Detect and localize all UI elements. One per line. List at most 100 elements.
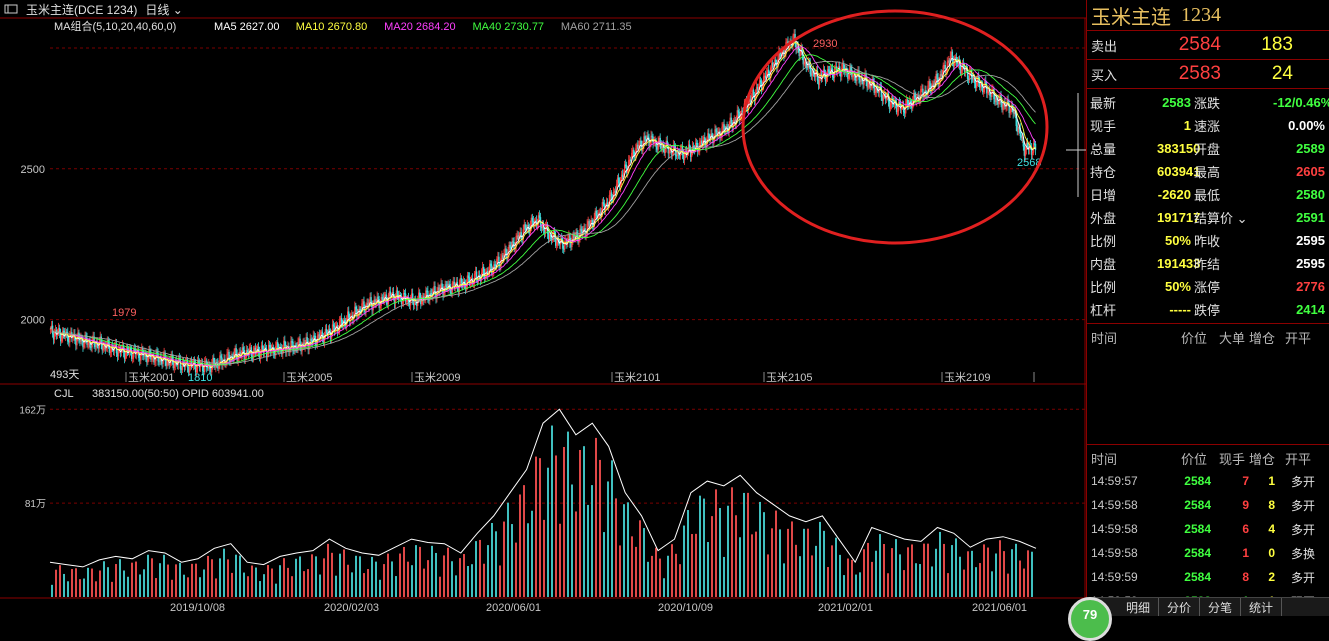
stat-value: 2776 (1296, 279, 1325, 294)
date-label: 2020/06/01 (486, 602, 541, 614)
volume-bar (223, 548, 225, 597)
trade-cell: 1 (1242, 546, 1249, 560)
volume-bar (879, 534, 881, 597)
candle-body (591, 220, 593, 225)
volume-bar (183, 574, 185, 597)
ma-label: MA组合(5,10,20,40,60,0) (54, 19, 176, 33)
volume-bar (991, 571, 993, 597)
volume-bar (911, 544, 913, 597)
volume-bar (667, 555, 669, 597)
volume-bar (715, 489, 717, 597)
volume-bar (331, 552, 333, 597)
contract-title[interactable]: 玉米主连(DCE 1234) (26, 2, 138, 17)
chevron-down-icon: ⌄ (169, 2, 183, 17)
candle-body (337, 330, 340, 332)
candle-body (602, 202, 605, 205)
chart-menu-icon[interactable] (4, 3, 18, 15)
buy-row[interactable]: 买入 2583 24 (1087, 60, 1329, 89)
candle-body (213, 357, 215, 364)
candle-body (254, 347, 257, 353)
volume-bar (603, 532, 605, 597)
price-chart[interactable]: 2500 2000 MA组合(5,10,20,40,60,0) MA5 2627.00… (0, 0, 1086, 615)
volume-bar (1027, 550, 1029, 597)
column-header: 开平 (1284, 330, 1311, 346)
candle-body (87, 342, 89, 346)
candle-body (588, 221, 590, 227)
volume-bar (391, 561, 393, 597)
volume-bar (115, 564, 117, 597)
candle-body (953, 60, 956, 67)
speed-badge[interactable]: 79 (1068, 597, 1112, 641)
volume-bar (707, 542, 709, 597)
candle-body (759, 80, 762, 83)
volume-bar (963, 569, 965, 597)
volume-bar (1023, 568, 1025, 597)
candle-body (752, 89, 755, 96)
tab-0[interactable]: 明细 (1086, 598, 1160, 616)
candle-body (58, 327, 61, 334)
volume-bar (139, 574, 141, 597)
volume-bar (523, 485, 525, 597)
candle-body (1001, 102, 1003, 110)
trade-list[interactable]: 14:59:57 2584 7 1 多开 14:59:58 2584 9 8 多开 14:59:58… (1087, 469, 1329, 613)
volume-bar (551, 425, 553, 597)
tab-2[interactable]: 分笔 (1200, 598, 1242, 616)
volume-bar (607, 481, 609, 597)
volume-bar (255, 567, 257, 597)
volume-bar (319, 574, 321, 597)
candle-body (445, 284, 447, 287)
candle-body (840, 72, 842, 77)
big-order-list[interactable] (1087, 348, 1329, 445)
candle-body (538, 215, 541, 218)
candle-body (166, 360, 168, 366)
candle-body (265, 348, 268, 357)
volume-bar (479, 539, 481, 597)
tab-3[interactable]: 统计 (1241, 598, 1283, 616)
stat-label: 杠杆 (1090, 303, 1117, 318)
contract-label: 玉米2101 (614, 371, 660, 384)
candle-body (866, 80, 868, 88)
contract-label: 玉米2005 (286, 371, 332, 384)
candle-body (817, 79, 820, 85)
volume-bar (59, 565, 61, 597)
period-select[interactable]: 日线 ⌄ (145, 2, 183, 17)
stat-label: 比例 (1090, 280, 1117, 295)
stat-label: 昨结 (1194, 257, 1221, 272)
candle-body (151, 356, 153, 360)
volume-bar (427, 560, 429, 597)
candle-body (1023, 145, 1026, 156)
volume-bar (743, 492, 745, 597)
volume-bar (499, 565, 501, 597)
volume-bar (383, 564, 385, 597)
sell-row[interactable]: 卖出 2584 183 (1087, 31, 1329, 60)
candle-body (960, 69, 963, 74)
volume-bar (559, 523, 561, 597)
price-tick: 2500 (21, 164, 45, 176)
candle-body (220, 355, 222, 359)
volume-bar (363, 573, 365, 597)
volume-bar (679, 564, 681, 597)
volume-bar (207, 555, 209, 597)
volume-bar (863, 549, 865, 597)
volume-bar (815, 545, 817, 597)
volume-bar (123, 570, 125, 597)
volume-bar (835, 537, 837, 597)
volume-bar (51, 584, 53, 597)
stat-label: 昨收 (1194, 234, 1221, 249)
stat-value: 2595 (1296, 256, 1325, 271)
candle-body (524, 224, 526, 230)
volume-bar (875, 550, 877, 597)
volume-bar (527, 523, 529, 597)
candle-body (512, 241, 514, 243)
stat-value: 191717 (1157, 210, 1201, 225)
candle-body (929, 81, 931, 89)
candle-body (443, 291, 445, 296)
volume-bar (315, 556, 317, 597)
tab-1[interactable]: 分价 (1159, 598, 1201, 616)
stat-label: 跌停 (1194, 303, 1221, 318)
volume-bar (475, 541, 477, 597)
trade-cell: 2 (1268, 570, 1275, 584)
volume-bar (751, 534, 753, 597)
stat-label[interactable]: 结算价 ⌄ (1194, 211, 1248, 226)
volume-bar (79, 579, 81, 597)
